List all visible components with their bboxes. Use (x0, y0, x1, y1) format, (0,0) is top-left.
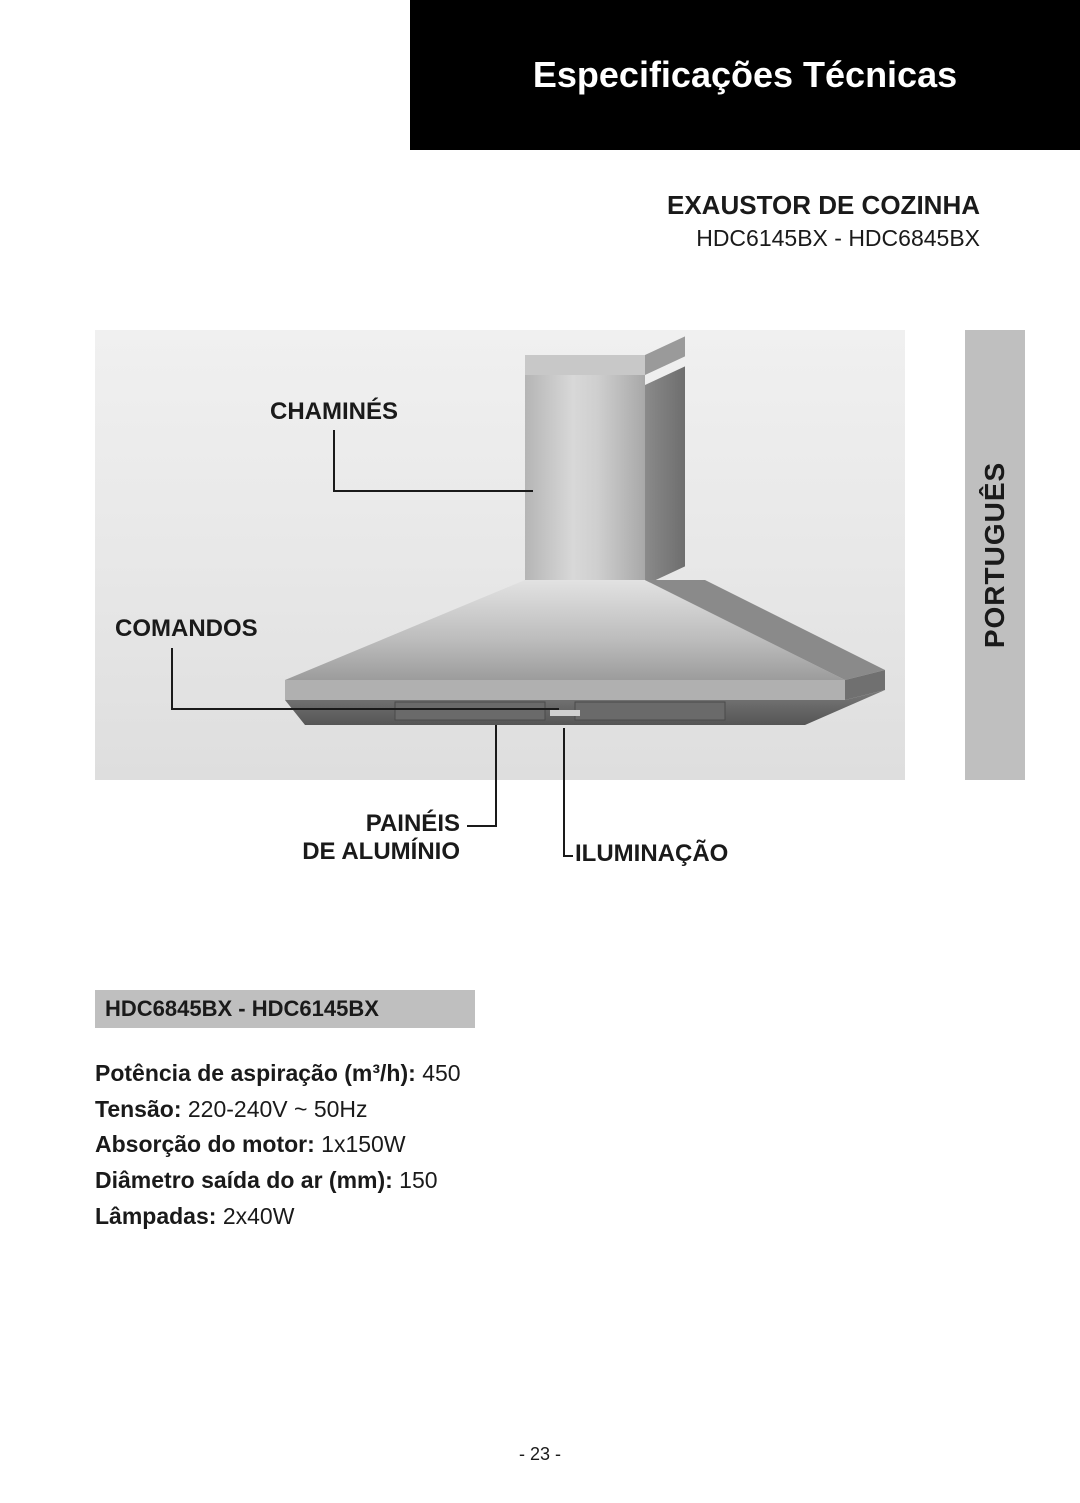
model-codes: HDC6145BX - HDC6845BX (667, 225, 980, 252)
spec-value: 2x40W (216, 1203, 294, 1229)
leader-paineis (495, 725, 497, 825)
language-tab: PORTUGUÊS (965, 330, 1025, 780)
page-title: Especificações Técnicas (533, 54, 957, 96)
language-label: PORTUGUÊS (979, 462, 1011, 648)
spec-label: Lâmpadas: (95, 1203, 216, 1229)
subtitle-block: EXAUSTOR DE COZINHA HDC6145BX - HDC6845B… (667, 190, 980, 252)
chimney-graphic (525, 355, 685, 585)
leader-comandos (171, 648, 173, 708)
spec-block: HDC6845BX - HDC6145BX Potência de aspira… (95, 990, 795, 1234)
spec-header: HDC6845BX - HDC6145BX (95, 990, 475, 1028)
label-paineis: PAINÉIS DE ALUMÍNIO (270, 810, 460, 866)
spec-label: Tensão: (95, 1096, 181, 1122)
label-paineis-l2: DE ALUMÍNIO (302, 838, 460, 865)
leader-ilum (563, 728, 565, 855)
spec-row: Lâmpadas: 2x40W (95, 1199, 795, 1235)
label-comandos: COMANDOS (115, 615, 258, 643)
spec-row: Tensão: 220-240V ~ 50Hz (95, 1092, 795, 1128)
leader-chamines-h (333, 490, 533, 492)
spec-value: 150 (393, 1167, 438, 1193)
spec-row: Potência de aspiração (m³/h): 450 (95, 1056, 795, 1092)
leader-ilum-h (563, 855, 573, 857)
photo-background (95, 330, 905, 780)
label-iluminacao: ILUMINAÇÃO (575, 840, 728, 868)
label-chamines: CHAMINÉS (270, 398, 398, 426)
spec-row: Absorção do motor: 1x150W (95, 1127, 795, 1163)
product-diagram: CHAMINÉS COMANDOS PAINÉIS DE ALUMÍNIO IL… (95, 330, 905, 890)
spec-label: Potência de aspiração (m³/h): (95, 1060, 416, 1086)
spec-value: 220-240V ~ 50Hz (181, 1096, 367, 1122)
spec-label: Diâmetro saída do ar (mm): (95, 1167, 393, 1193)
header-bar: Especificações Técnicas (410, 0, 1080, 150)
product-category: EXAUSTOR DE COZINHA (667, 190, 980, 221)
spec-list: Potência de aspiração (m³/h): 450 Tensão… (95, 1056, 795, 1234)
spec-value: 450 (416, 1060, 461, 1086)
spec-value: 1x150W (315, 1131, 406, 1157)
leader-paineis-h (467, 825, 497, 827)
leader-comandos-h (171, 708, 559, 710)
label-paineis-l1: PAINÉIS (366, 810, 460, 837)
spec-row: Diâmetro saída do ar (mm): 150 (95, 1163, 795, 1199)
page-number: - 23 - (0, 1444, 1080, 1465)
leader-chamines (333, 430, 335, 490)
spec-label: Absorção do motor: (95, 1131, 315, 1157)
